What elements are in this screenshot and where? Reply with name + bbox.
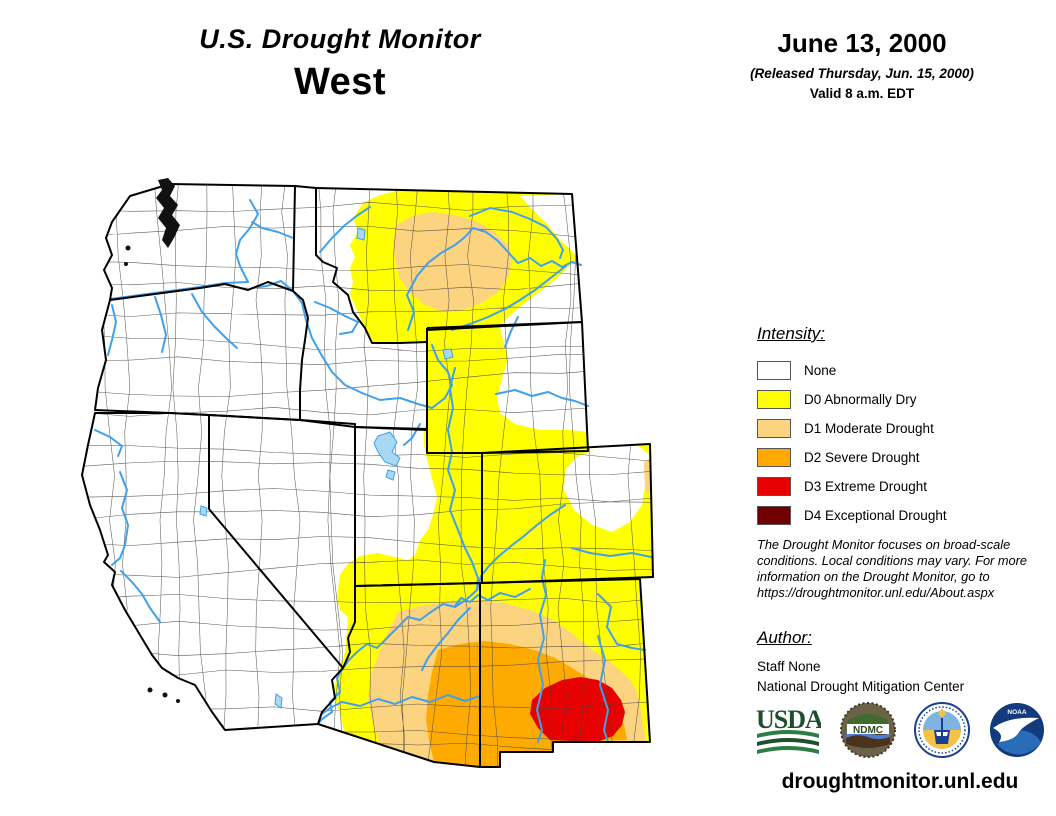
river-san-joaquin (120, 570, 161, 623)
river-salmon (314, 301, 359, 335)
state-borders (81, 183, 654, 768)
d1-region-montana (393, 212, 512, 312)
logo-row: USDA NDMC NOAA (755, 702, 1045, 758)
d3-region (530, 677, 625, 741)
puget-sound (124, 178, 180, 703)
river-john-day (191, 293, 238, 349)
river-deschutes (154, 296, 167, 353)
legend-row-d0: D0 Abnormally Dry (757, 385, 1047, 414)
author-name: Staff None (757, 659, 821, 674)
svg-text:NDMC: NDMC (853, 725, 883, 736)
river-gila (321, 694, 481, 715)
region-title: West (293, 61, 387, 103)
river-green (447, 367, 479, 591)
disclaimer-text: The Drought Monitor focuses on broad-sca… (757, 537, 1028, 600)
coast-inlet-1 (125, 245, 131, 251)
county-lines (82, 184, 653, 767)
usda-logo: USDA (756, 705, 821, 754)
coast-inlet-2 (124, 262, 128, 266)
channel-island-3 (176, 699, 180, 703)
released-date: (Released Thursday, Jun. 15, 2000) (750, 66, 974, 81)
river-north-platte (495, 389, 589, 407)
page-title: U.S. Drought Monitor (199, 24, 481, 54)
river-sacramento (111, 471, 129, 566)
state-nevada (209, 415, 355, 668)
river-spokane (251, 221, 294, 239)
legend-title: Intensity: (757, 324, 826, 343)
legend-row-d1: D1 Moderate Drought (757, 414, 1047, 443)
svg-text:NOAA: NOAA (1007, 709, 1026, 716)
salton-sea (274, 693, 283, 709)
river-pecos (597, 635, 609, 743)
river-rio-grande (536, 559, 547, 743)
utah-lake (385, 469, 396, 481)
lake-tahoe (199, 505, 208, 517)
river-canadian (597, 593, 646, 651)
legend-row-d3: D3 Extreme Drought (757, 472, 1047, 501)
river-colorado (317, 504, 566, 725)
swatch-none (757, 361, 791, 380)
state-oregon (95, 282, 308, 420)
swatch-d4 (757, 506, 791, 525)
state-california (82, 413, 343, 730)
river-klamath (94, 429, 123, 457)
valid-time: Valid 8 a.m. EDT (809, 86, 915, 101)
intensity-legend: Intensity: None D0 Abnormally Dry D1 Mod… (757, 324, 1047, 530)
swatch-d0 (757, 390, 791, 409)
river-missouri (406, 227, 582, 331)
title-block: U.S. Drought Monitor West (130, 24, 550, 104)
river-clark-fork (319, 206, 371, 253)
river-san-juan (454, 588, 531, 607)
lakes (199, 227, 454, 709)
noaa-logo: NOAA (989, 703, 1044, 757)
river-bighorn (504, 316, 519, 348)
river-willamette (107, 304, 117, 356)
river-little-colorado (421, 607, 471, 671)
flathead-lake (356, 227, 366, 241)
river-yellowstone (451, 265, 567, 331)
date-block: June 13, 2000 (Released Thursday, Jun. 1… (722, 28, 1002, 101)
ndmc-logo: NDMC (839, 702, 896, 758)
rivers (94, 199, 652, 743)
great-salt-lake (373, 431, 401, 467)
legend-row-d2: D2 Severe Drought (757, 443, 1047, 472)
yellowstone-lake (442, 348, 454, 360)
author-title: Author: (757, 628, 812, 647)
legend-row-none: None (757, 356, 1047, 385)
author-org: National Drought Mitigation Center (757, 679, 965, 695)
swatch-d2 (757, 448, 791, 467)
map-date: June 13, 2000 (777, 28, 947, 58)
legend-row-d4: D4 Exceptional Drought (757, 501, 1047, 530)
drought-layers (333, 188, 653, 767)
river-arkansas (571, 547, 652, 558)
commerce-seal-logo (914, 702, 971, 758)
river-milk (469, 207, 564, 259)
state-idaho (293, 186, 427, 430)
state-washington (104, 184, 295, 300)
swatch-d1 (757, 419, 791, 438)
site-url: droughtmonitor.unl.edu (781, 770, 1019, 793)
author-block: Author: Staff None National Drought Miti… (757, 628, 1047, 698)
channel-island-1 (147, 687, 153, 693)
channel-island-2 (162, 692, 168, 698)
svg-text:USDA: USDA (756, 705, 821, 734)
swatch-d3 (757, 477, 791, 496)
